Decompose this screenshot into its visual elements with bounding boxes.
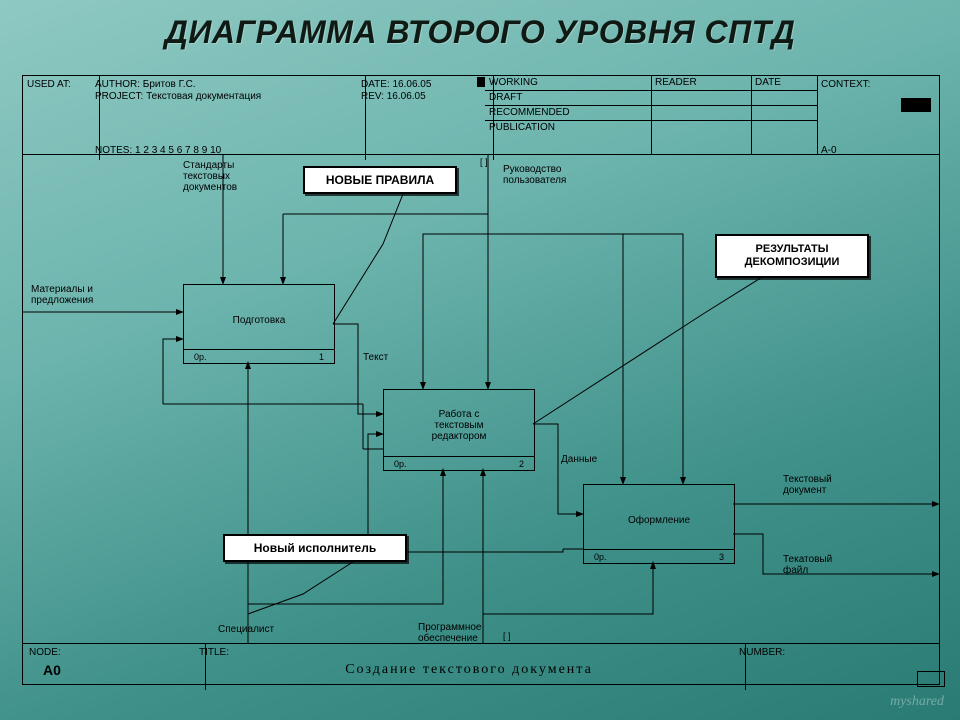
status-recommended: RECOMMENDED xyxy=(485,106,651,121)
box2-ref-left: 0р. xyxy=(394,459,407,469)
callout-new-performer: Новый исполнитель xyxy=(223,534,407,562)
header-used-at: USED AT: xyxy=(23,76,100,160)
box3-ref-right: 3 xyxy=(719,552,724,562)
box2-ref-right: 2 xyxy=(519,459,524,469)
footer-title: TITLE: Создание текстового документа xyxy=(193,644,746,690)
context-label: CONTEXT: xyxy=(821,79,870,90)
idef0-footer: NODE: A0 TITLE: Создание текстового доку… xyxy=(23,643,939,684)
box1-ref-left: 0р. xyxy=(194,352,207,362)
reader-label: READER xyxy=(651,76,751,91)
label-input-left: Материалы и предложения xyxy=(31,284,93,306)
rev-label: REV: xyxy=(361,91,384,102)
label-control2: Руководство пользователя xyxy=(503,164,566,186)
author-label: AUTHOR: xyxy=(95,79,140,90)
author-value: Бритов Г.С. xyxy=(143,79,196,90)
box1-title: Подготовка xyxy=(184,315,334,326)
idef0-frame: USED AT: AUTHOR: Бритов Г.С. PROJECT: Те… xyxy=(22,75,940,685)
label-output2: Текатовый файл xyxy=(783,554,832,576)
used-at-label: USED AT: xyxy=(27,79,71,90)
date-value: 16.06.05 xyxy=(393,79,432,90)
number-label: NUMBER: xyxy=(739,647,785,658)
label-control1: Стандарты текстовых документов xyxy=(183,160,237,193)
label-text: Текст xyxy=(363,352,388,363)
header-status: WORKING DRAFT RECOMMENDED PUBLICATION xyxy=(485,76,652,154)
box1-ref-right: 1 xyxy=(319,352,324,362)
project-value: Текстовая документация xyxy=(146,91,261,102)
callout-new-rules: НОВЫЕ ПРАВИЛА xyxy=(303,166,457,194)
diagram-area: Подготовка 0р. 1 Работа с текстовым реда… xyxy=(23,154,939,644)
idef0-header: USED AT: AUTHOR: Бритов Г.С. PROJECT: Те… xyxy=(23,76,939,155)
box3-ref-left: 0р. xyxy=(594,552,607,562)
rev-value: 16.06.05 xyxy=(387,91,426,102)
header-reader: READER xyxy=(651,76,752,154)
footer-number: NUMBER: xyxy=(733,644,951,690)
date2-label: DATE xyxy=(751,76,817,91)
box3-title: Оформление xyxy=(584,515,734,526)
tunnel-mark-1: [ ] xyxy=(480,157,488,168)
watermark: myshared xyxy=(890,694,944,710)
header-date2: DATE xyxy=(751,76,818,154)
number-box-icon xyxy=(917,671,945,687)
title-value: Создание текстового документа xyxy=(345,662,593,677)
black-marker-1 xyxy=(477,77,485,87)
header-author-project: AUTHOR: Бритов Г.С. PROJECT: Текстовая д… xyxy=(91,76,366,160)
tunnel-mark-2: [ ] xyxy=(503,631,511,642)
label-mech2: Программное обеспечение xyxy=(418,622,481,644)
header-date-rev: DATE: 16.06.05 REV: 16.06.05 xyxy=(357,76,494,160)
status-working: WORKING xyxy=(485,76,651,91)
label-output1: Текстовый документ xyxy=(783,474,832,496)
header-context: CONTEXT: A-0 xyxy=(817,76,947,160)
idef-box-3: Оформление 0р. 3 xyxy=(583,484,735,564)
title-label: TITLE: xyxy=(199,647,229,658)
idef-box-1: Подготовка 0р. 1 xyxy=(183,284,335,364)
idef-box-2: Работа с текстовым редактором 0р. 2 xyxy=(383,389,535,471)
project-label: PROJECT: xyxy=(95,91,143,102)
label-mech1: Специалист xyxy=(218,624,274,635)
slide: ДИАГРАММА ВТОРОГО УРОВНЯ СПТД USED AT: A… xyxy=(0,0,960,720)
node-label: NODE: xyxy=(29,647,61,658)
footer-node: NODE: A0 xyxy=(23,644,206,690)
callout-decomp-results: РЕЗУЛЬТАТЫ ДЕКОМПОЗИЦИИ xyxy=(715,234,869,278)
node-value: A0 xyxy=(43,662,61,678)
status-publication: PUBLICATION xyxy=(485,121,651,155)
slide-title: ДИАГРАММА ВТОРОГО УРОВНЯ СПТД xyxy=(0,14,960,51)
label-data: Данные xyxy=(561,454,597,465)
date-label: DATE: xyxy=(361,79,390,90)
box2-title: Работа с текстовым редактором xyxy=(384,409,534,442)
context-box-icon xyxy=(901,98,931,112)
status-draft: DRAFT xyxy=(485,91,651,106)
